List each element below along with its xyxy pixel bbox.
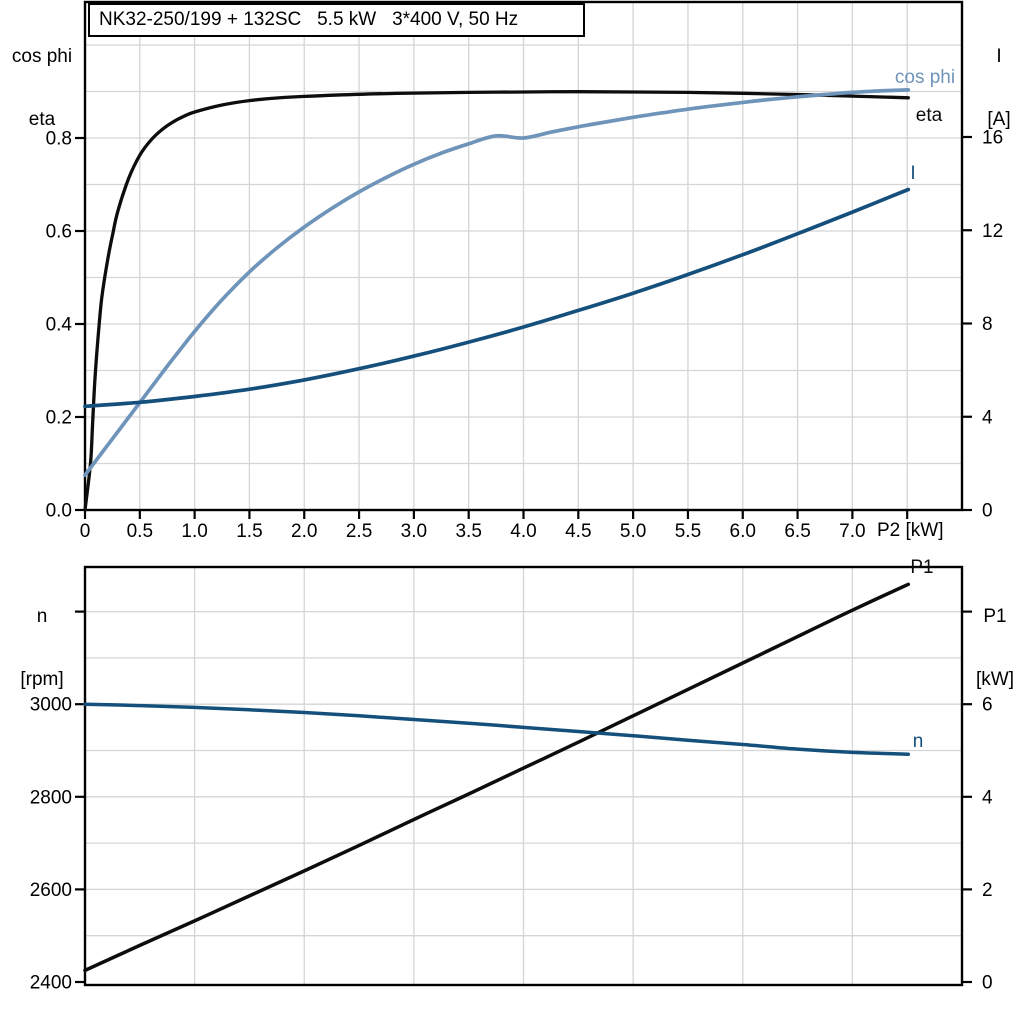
motor-efficiency-chart-left-tick-label: 0.2 xyxy=(46,408,72,429)
speed-power-chart-frame xyxy=(83,565,964,987)
n-curve xyxy=(83,702,911,756)
speed-power-chart-right-tick-label: 6 xyxy=(982,695,993,716)
p1-unit-label: [kW] xyxy=(976,669,1014,690)
motor-efficiency-chart-x-tick-label: 4.0 xyxy=(510,521,536,542)
cos-phi-axis-label: cos phi xyxy=(11,46,73,67)
top-chart-right-axis-title: I [A] xyxy=(975,4,1023,172)
motor-efficiency-chart-right-tick-label: 4 xyxy=(982,407,993,428)
n-curve-label: n xyxy=(913,731,924,752)
speed-unit-label: [rpm] xyxy=(20,669,64,690)
motor-efficiency-chart-right-tick-label: 16 xyxy=(982,128,1003,149)
bottom-chart-left-axis-title: n [rpm] xyxy=(2,564,82,732)
speed-power-chart-left-tick-label: 2800 xyxy=(30,787,72,808)
motor-efficiency-chart-left-tick-label: 0.6 xyxy=(46,222,72,243)
motor-efficiency-chart-x-tick-label: 5.5 xyxy=(675,521,701,542)
speed-power-chart-left-tick-label: 2600 xyxy=(30,880,72,901)
motor-efficiency-chart: 0 0.5 1.0 1.5 2.0 2.5 3.0 3.5 4.0 4.5 5.0 5.5 6.0 6.5… xyxy=(46,0,1004,543)
motor-efficiency-chart-ticks xyxy=(75,135,972,519)
p2-axis-label: P2 [kW] xyxy=(877,520,944,541)
eta-curve-label: eta xyxy=(916,105,943,126)
motor-efficiency-chart-x-tick-label: 4.5 xyxy=(565,521,591,542)
motor-efficiency-chart-x-tick-label: 2.5 xyxy=(346,521,372,542)
motor-efficiency-chart-x-tick-label: 2.0 xyxy=(291,521,317,542)
motor-efficiency-chart-gridlines xyxy=(85,2,962,510)
motor-efficiency-chart-x-tick-label: 7.0 xyxy=(839,521,865,542)
motor-efficiency-chart-tick-labels: 0 0.5 1.0 1.5 2.0 2.5 3.0 3.5 4.0 4.5 5.0 5.5 6.0 6.5… xyxy=(46,128,1004,543)
speed-power-chart-right-tick-label: 2 xyxy=(982,880,993,901)
eta-curve xyxy=(83,90,910,512)
motor-efficiency-chart-x-tick-label: 3.5 xyxy=(455,521,481,542)
current-axis-label: I xyxy=(996,46,1002,67)
top-chart-left-axis-title: cos phi eta xyxy=(2,4,82,172)
I-curve-label: I xyxy=(910,163,915,184)
speed-power-chart-right-tick-label: 4 xyxy=(982,787,993,808)
speed-axis-label: n xyxy=(36,606,48,627)
motor-efficiency-chart-right-tick-label: 0 xyxy=(982,501,993,522)
eta-axis-label: eta xyxy=(28,109,56,130)
motor-efficiency-chart-left-tick-label: 0.0 xyxy=(46,501,72,522)
motor-efficiency-chart-left-tick-label: 0.8 xyxy=(46,129,72,150)
motor-efficiency-chart-x-tick-label: 3.0 xyxy=(401,521,427,542)
motor-efficiency-chart-right-tick-label: 8 xyxy=(982,314,993,335)
speed-power-chart-tick-labels: 2400 2600 2800 3000 0 2 4 6 xyxy=(30,695,993,994)
motor-efficiency-chart-right-tick-label: 12 xyxy=(982,221,1003,242)
motor-efficiency-chart-x-tick-label: 1.0 xyxy=(181,521,207,542)
motor-efficiency-chart-x-tick-label: 1.5 xyxy=(236,521,262,542)
current-unit-label: [A] xyxy=(987,109,1011,130)
cos-phi-curve-label: cos phi xyxy=(895,67,955,88)
motor-efficiency-chart-x-tick-label: 6.5 xyxy=(784,521,810,542)
chart-title-box: NK32-250/199 + 132SC 5.5 kW 3*400 V, 50 … xyxy=(88,3,585,37)
speed-power-chart-left-tick-label: 2400 xyxy=(30,973,72,994)
motor-efficiency-chart-x-tick-label: 6.0 xyxy=(730,521,756,542)
motor-efficiency-chart-x-tick-label: 0 xyxy=(80,521,91,542)
p1-axis-label: P1 xyxy=(983,606,1007,627)
motor-efficiency-chart-x-tick-label: 5.0 xyxy=(620,521,646,542)
cos-phi-curve xyxy=(83,88,911,477)
motor-efficiency-chart-x-tick-label: 0.5 xyxy=(127,521,153,542)
P1-curve-label: P1 xyxy=(910,557,933,578)
P1-curve xyxy=(83,582,911,973)
I-curve xyxy=(83,187,911,409)
speed-power-chart-left-tick-label: 3000 xyxy=(30,695,72,716)
motor-efficiency-chart-left-tick-label: 0.4 xyxy=(46,315,73,336)
speed-power-chart-right-tick-label: 0 xyxy=(982,973,993,994)
speed-power-chart: 2400 2600 2800 3000 0 2 4 6 P1 n xyxy=(30,557,993,994)
speed-power-chart-gridlines xyxy=(85,567,962,985)
bottom-chart-right-axis-title: P1 [kW] xyxy=(966,564,1024,732)
